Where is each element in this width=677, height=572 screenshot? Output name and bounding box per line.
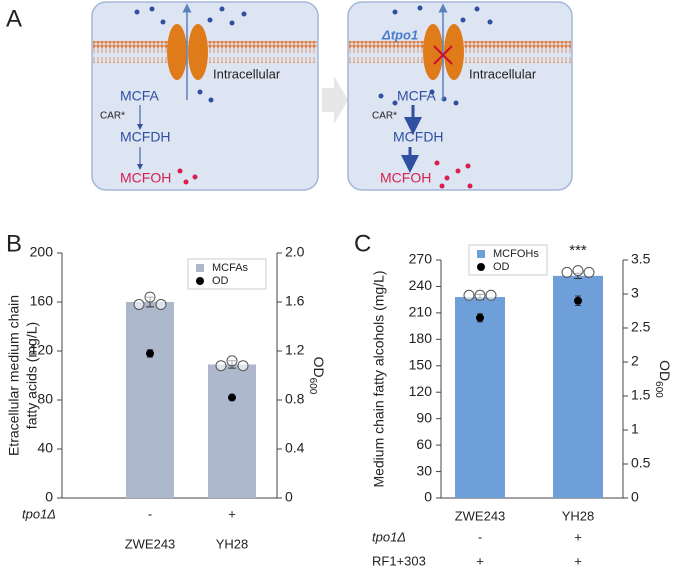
panel-letter: B (6, 230, 22, 257)
label-intracellular: Intracellular (213, 66, 281, 81)
replicate-point (215, 360, 227, 372)
cell-wildtype: Intracellular MCFA CAR* MCFDH MCFOH (91, 1, 319, 191)
row-value: + (574, 553, 582, 568)
y-tick-label: 150 (409, 356, 433, 372)
y-axis-label: Etracellular medium chain (6, 295, 22, 456)
bar (553, 275, 603, 498)
cell-mutant: Δtpo1 Intracellular MCFA CAR* MCFDH MCFO… (347, 1, 573, 191)
y-tick-label: 0 (45, 489, 53, 505)
y2-axis-label: OD600 (307, 357, 327, 395)
y-tick-label: 180 (409, 330, 433, 346)
replicate-point (485, 289, 497, 301)
legend-swatch (477, 250, 485, 258)
y2-axis-label-sub: 600 (307, 378, 318, 395)
od-point (574, 296, 582, 305)
y-tick-label: 240 (409, 277, 433, 293)
legend-swatch (477, 263, 485, 271)
label-intracellular: Intracellular (469, 66, 537, 81)
category-label: ZWE243 (125, 536, 176, 551)
y-tick-label: 160 (30, 293, 54, 309)
od-point (146, 349, 154, 358)
y2-axis-label-main: OD (657, 360, 673, 381)
label-mcfa: MCFA (120, 88, 160, 104)
panel-letter: C (354, 230, 371, 257)
bar (455, 297, 505, 498)
od-point (228, 393, 236, 402)
y-tick-label: 0 (424, 489, 432, 505)
label-mcfdh: MCFDH (120, 129, 171, 145)
replicate-point (226, 355, 238, 367)
category-label: YH28 (216, 536, 249, 551)
y2-tick-label: 0 (631, 489, 639, 505)
row-value: + (476, 553, 484, 568)
legend-label: MCFAs (212, 262, 249, 274)
label-car: CAR* (100, 111, 125, 122)
y2-tick-label: 1 (631, 421, 639, 437)
legend-label: MCFOHs (493, 248, 539, 260)
replicate-point (155, 298, 167, 310)
y2-axis-label-sub: 600 (653, 381, 664, 398)
y-tick-label: 120 (409, 383, 433, 399)
row-value: - (478, 529, 482, 544)
y-tick-label: 60 (416, 436, 432, 452)
y2-tick-label: 2 (631, 353, 639, 369)
y2-tick-label: 2.5 (631, 319, 651, 335)
y-tick-label: 30 (416, 462, 432, 478)
y-tick-label: 80 (37, 391, 53, 407)
legend-swatch (196, 264, 204, 272)
y2-tick-label: 2.0 (285, 244, 305, 260)
row-label: tpo1Δ (372, 529, 406, 544)
row-value: + (574, 529, 582, 544)
y-tick-label: 90 (416, 409, 432, 425)
category-label: ZWE243 (455, 508, 506, 523)
y-axis-label: Medium chain fatty alcohols (mg/L) (371, 270, 387, 487)
label-car: CAR* (372, 111, 397, 122)
label-mcfoh: MCFOH (380, 170, 431, 186)
y-tick-label: 270 (409, 251, 433, 267)
category-label: YH28 (562, 508, 595, 523)
row-label: RF1+303 (372, 553, 426, 568)
label-mutant: Δtpo1 (381, 27, 418, 42)
y2-tick-label: 3 (631, 285, 639, 301)
replicate-point (133, 298, 145, 310)
row-value: - (148, 506, 152, 521)
replicate-point (583, 266, 595, 278)
row-value: + (228, 506, 236, 521)
y2-tick-label: 1.6 (285, 293, 305, 309)
y2-tick-label: 3.5 (631, 251, 651, 267)
row-label: tpo1Δ (22, 506, 56, 521)
panel-letter: A (6, 5, 22, 32)
replicate-point (237, 360, 249, 372)
significance: *** (569, 242, 587, 259)
y-tick-label: 40 (37, 440, 53, 456)
transition-arrow (322, 76, 348, 124)
y-axis-label: fatty acids (mg/L) (24, 322, 40, 429)
label-mcfdh: MCFDH (393, 129, 444, 145)
replicate-point (561, 266, 573, 278)
legend-label: OD (212, 275, 229, 287)
y-tick-label: 210 (409, 304, 433, 320)
label-mcfoh: MCFOH (120, 170, 171, 186)
y2-tick-label: 1.5 (631, 387, 651, 403)
y2-tick-label: 0 (285, 489, 293, 505)
y-tick-label: 120 (30, 342, 54, 358)
y2-tick-label: 0.8 (285, 391, 305, 407)
y2-axis-label-main: OD (311, 357, 327, 378)
replicate-point (144, 291, 156, 303)
legend-swatch (196, 277, 204, 285)
y2-tick-label: 1.2 (285, 342, 305, 358)
y2-axis-label: OD600 (653, 360, 673, 398)
replicate-point (572, 265, 584, 277)
y2-tick-label: 0.5 (631, 455, 651, 471)
replicate-point (463, 289, 475, 301)
y-tick-label: 200 (30, 244, 54, 260)
y2-tick-label: 0.4 (285, 440, 305, 456)
label-mcfa: MCFA (397, 88, 437, 104)
bar (208, 364, 256, 498)
replicate-point (474, 289, 486, 301)
bar (126, 302, 174, 498)
legend-label: OD (493, 261, 510, 273)
od-point (476, 313, 484, 322)
